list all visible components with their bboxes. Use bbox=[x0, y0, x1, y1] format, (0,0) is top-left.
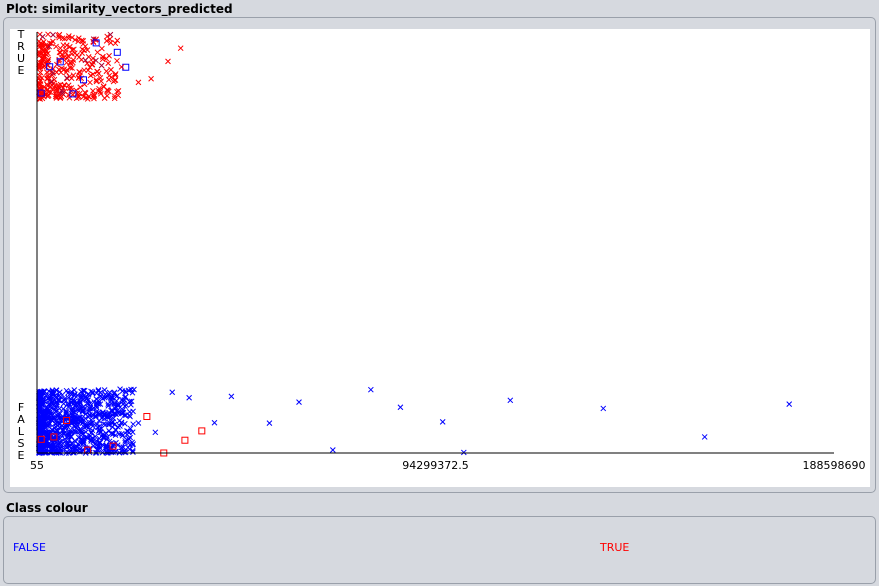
point-true-cross-1 bbox=[46, 40, 53, 46]
point-false-cross-10 bbox=[186, 394, 192, 401]
point-false-square-0 bbox=[37, 89, 45, 97]
point-false-cross-19 bbox=[460, 449, 467, 456]
point-false-cross-16 bbox=[367, 386, 374, 393]
plot-title: Plot: similarity_vectors_predicted bbox=[6, 2, 233, 16]
point-false-cross-4 bbox=[84, 397, 91, 404]
svg-text:L: L bbox=[18, 425, 25, 438]
svg-text:A: A bbox=[17, 413, 25, 426]
point-false-square-5 bbox=[92, 39, 100, 47]
point-false-cross-2 bbox=[55, 411, 61, 417]
svg-text:F: F bbox=[18, 401, 24, 414]
svg-text:U: U bbox=[17, 52, 25, 65]
point-false-cross-13 bbox=[266, 420, 273, 426]
point-true-square-1 bbox=[50, 433, 58, 441]
x-axis-tick-labels: 55 94299372.5 188598690 bbox=[30, 459, 866, 472]
point-false-cross-17 bbox=[397, 404, 404, 411]
point-false-square-7 bbox=[122, 63, 130, 71]
point-false-square-1 bbox=[46, 63, 54, 71]
point-true-cross-2 bbox=[55, 82, 61, 89]
x-tick-label-2: 188598690 bbox=[803, 459, 866, 472]
point-true-square-0 bbox=[37, 435, 45, 443]
svg-text:T: T bbox=[17, 29, 25, 41]
point-true-cross-9 bbox=[148, 75, 154, 82]
point-false-cross-21 bbox=[600, 405, 607, 412]
point-false-cross-23 bbox=[786, 401, 793, 407]
point-false-cross-0 bbox=[40, 431, 47, 437]
point-false-square-2 bbox=[56, 58, 64, 66]
point-false-cross-3 bbox=[67, 433, 74, 440]
legend-title: Class colour bbox=[6, 501, 88, 515]
point-false-cross-5 bbox=[101, 434, 108, 441]
legend-panel bbox=[3, 516, 876, 584]
point-true-square-4 bbox=[109, 442, 117, 450]
point-false-cross-9 bbox=[169, 389, 176, 396]
data-marks bbox=[37, 36, 793, 457]
point-false-cross-7 bbox=[135, 420, 142, 426]
point-false-cross-11 bbox=[211, 419, 218, 426]
svg-text:S: S bbox=[18, 437, 25, 450]
point-false-cross-6 bbox=[118, 444, 125, 451]
point-false-cross-22 bbox=[701, 434, 708, 440]
point-false-cross-14 bbox=[296, 399, 302, 406]
legend-item-true[interactable]: TRUE bbox=[600, 541, 630, 554]
point-true-square-7 bbox=[181, 436, 189, 444]
point-true-cross-8 bbox=[135, 79, 142, 86]
point-false-cross-8 bbox=[152, 429, 159, 436]
svg-text:R: R bbox=[17, 40, 25, 53]
point-true-cross-5 bbox=[84, 96, 91, 102]
point-true-cross-10 bbox=[165, 58, 171, 65]
legend-item-false[interactable]: FALSE bbox=[13, 541, 46, 554]
point-true-square-8 bbox=[198, 427, 206, 435]
point-true-cross-11 bbox=[177, 45, 184, 52]
point-true-cross-4 bbox=[72, 36, 78, 43]
point-true-square-2 bbox=[63, 416, 71, 424]
y-label-true: TRUE bbox=[17, 28, 26, 77]
point-true-cross-3 bbox=[63, 59, 70, 66]
point-false-cross-20 bbox=[507, 397, 514, 404]
point-true-cross-7 bbox=[118, 64, 125, 70]
point-false-square-4 bbox=[79, 76, 87, 84]
point-true-cross-6 bbox=[101, 95, 108, 102]
point-true-square-5 bbox=[143, 413, 151, 421]
point-true-cross-0 bbox=[38, 84, 45, 91]
point-false-square-6 bbox=[113, 48, 121, 56]
x-tick-label-1: 94299372.5 bbox=[402, 459, 468, 472]
point-false-cross-1 bbox=[46, 400, 53, 407]
svg-text:E: E bbox=[18, 449, 25, 462]
svg-text:E: E bbox=[18, 64, 25, 77]
point-false-cross-18 bbox=[439, 418, 446, 425]
x-tick-label-0: 55 bbox=[30, 459, 44, 472]
point-false-cross-15 bbox=[329, 447, 336, 453]
point-false-cross-12 bbox=[228, 393, 235, 400]
y-label-false: FALSE bbox=[17, 401, 25, 462]
point-false-square-3 bbox=[69, 90, 77, 98]
dense-point-cloud bbox=[36, 31, 137, 456]
